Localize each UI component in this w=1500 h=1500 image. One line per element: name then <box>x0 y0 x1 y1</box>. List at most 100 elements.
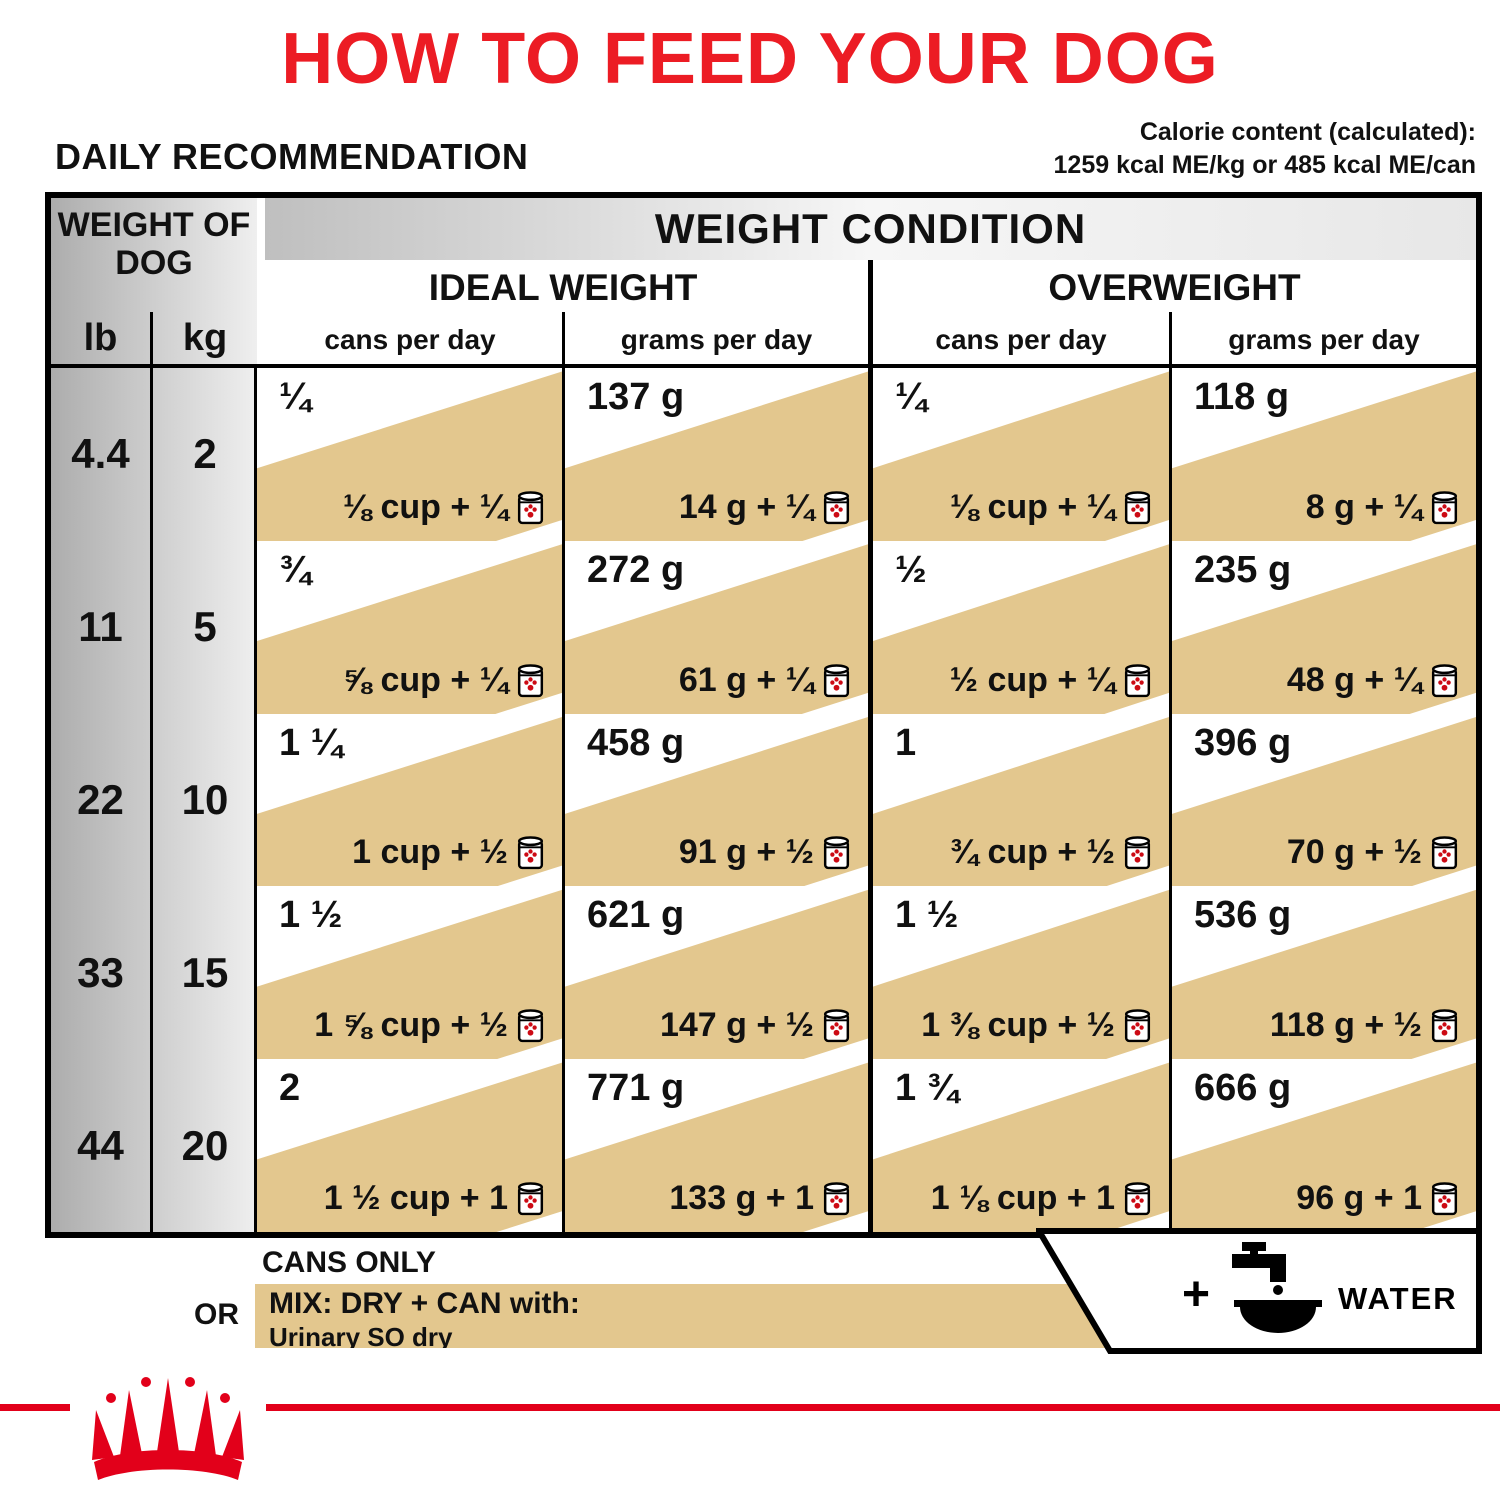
weight-kg-value: 15 <box>181 948 229 996</box>
feeding-cell: 118 g 8 g + ¼ <box>1172 368 1476 541</box>
mix-amount: 70 g + ½ <box>1286 833 1422 872</box>
weight-lb-value: 4.4 <box>71 430 130 478</box>
cans-only-value: 458 g <box>587 721 685 764</box>
overweight-columns-divider-line <box>1169 312 1172 1232</box>
mix-amount: 1 ⅝ cup + ½ <box>314 1006 508 1045</box>
mix-amount: 48 g + ¼ <box>1286 660 1422 699</box>
mix-value: 1 ½ cup + 1 <box>324 1179 544 1218</box>
cans-only-value: 137 g <box>587 376 685 418</box>
mix-amount: 133 g + 1 <box>669 1178 814 1217</box>
brand-red-line <box>0 1404 1500 1411</box>
water-label: WATER <box>1338 1281 1458 1316</box>
mix-value: 70 g + ½ <box>1287 833 1458 872</box>
weight-of-dog-header: WEIGHT OF DOG <box>57 206 251 283</box>
cans-only-value: 272 g <box>587 548 685 591</box>
mix-value: 1 ⅝ cup + ½ <box>314 1006 544 1045</box>
weight-column-background <box>51 198 257 1232</box>
overweight-grams-per-day-header: grams per day <box>1228 324 1420 355</box>
feeding-table: WEIGHT CONDITION WEIGHT OF DOG IDEAL WEI… <box>45 192 1482 1238</box>
cans-only-value: 2 <box>279 1067 301 1110</box>
mix-value: 118 g + ½ <box>1270 1006 1458 1045</box>
mix-amount: 1 ⅛ cup + 1 <box>930 1178 1115 1217</box>
mix-amount: 147 g + ½ <box>659 1006 814 1045</box>
ideal-weight-header: IDEAL WEIGHT <box>428 267 698 308</box>
cans-only-value: 235 g <box>1194 548 1292 591</box>
cans-only-value: ¼ <box>895 376 927 418</box>
calorie-line-1: Calorie content (calculated): <box>1139 118 1476 146</box>
feeding-cell: ½ ½ cup + ¼ <box>873 541 1169 714</box>
mix-value: 96 g + 1 <box>1296 1179 1458 1218</box>
cans-only-value: 1 <box>895 721 917 764</box>
mix-amount: ⅛ cup + ¼ <box>949 487 1115 526</box>
mix-value: ⅛ cup + ¼ <box>343 488 544 527</box>
cans-only-value: 396 g <box>1194 721 1292 764</box>
feeding-cell: 235 g 48 g + ¼ <box>1172 541 1476 714</box>
cans-only-value: ½ <box>895 548 927 591</box>
mix-amount: ¾ cup + ½ <box>949 833 1115 872</box>
can-icon <box>517 1182 544 1216</box>
page-title: HOW TO FEED YOUR DOG <box>281 19 1219 99</box>
feeding-cell: 458 g 91 g + ½ <box>565 714 868 887</box>
feeding-cell: 2 1 ½ cup + 1 <box>257 1059 562 1232</box>
can-icon <box>823 1009 850 1043</box>
weight-lb-value: 33 <box>77 948 124 996</box>
feeding-cell: 621 g 147 g + ½ <box>565 886 868 1060</box>
feeding-cell: 666 g 96 g + 1 <box>1172 1059 1476 1232</box>
can-icon <box>823 836 850 870</box>
cans-only-value: 771 g <box>587 1067 685 1110</box>
mix-value: 1 cup + ½ <box>352 833 544 872</box>
mix-value: 8 g + ¼ <box>1306 488 1458 527</box>
feeding-cell: 1 ½ 1 ⅜ cup + ½ <box>873 886 1169 1060</box>
mix-product-label: Urinary SO dry <box>269 1322 453 1352</box>
can-icon <box>1124 491 1151 524</box>
weight-lb-value: 22 <box>77 775 124 823</box>
unit-lb-header: lb <box>83 316 118 359</box>
weight-lb-value: 11 <box>78 603 123 651</box>
cans-only-value: 666 g <box>1194 1067 1292 1110</box>
unit-kg-header: kg <box>182 316 228 359</box>
ideal-cans-per-day-header: cans per day <box>324 324 496 355</box>
or-label: OR <box>194 1298 239 1331</box>
mix-value: 91 g + ½ <box>679 833 850 872</box>
calorie-line-2: 1259 kcal ME/kg or 485 kcal ME/can <box>1053 150 1476 179</box>
can-icon <box>1124 836 1151 870</box>
mix-amount: ⅛ cup + ¼ <box>342 487 508 526</box>
feeding-cell: ¼ ⅛ cup + ¼ <box>257 368 562 541</box>
mix-amount: 118 g + ½ <box>1269 1006 1422 1045</box>
weight-data-divider-line <box>254 364 257 1232</box>
water-callout: + WATER <box>1036 1228 1482 1354</box>
feeding-cell: 1 ½ 1 ⅝ cup + ½ <box>257 886 562 1060</box>
water-box-outline <box>1036 1228 1482 1354</box>
can-icon <box>1431 491 1458 524</box>
faucet-and-bowl-icon <box>1232 1242 1322 1333</box>
can-icon <box>1124 663 1151 697</box>
cans-only-legend-label: CANS ONLY <box>262 1246 436 1279</box>
can-icon <box>1431 1182 1458 1216</box>
calorie-content: Calorie content (calculated): 1259 kcal … <box>1054 116 1476 181</box>
mix-legend-band: MIX: DRY + CAN with: Urinary SO dry <box>255 1284 1139 1348</box>
overweight-cans-per-day-header: cans per day <box>935 324 1107 355</box>
can-icon <box>823 1182 850 1216</box>
mix-amount: 14 g + ¼ <box>678 487 814 526</box>
feeding-cell: ¼ ⅛ cup + ¼ <box>873 368 1169 541</box>
ideal-grams-per-day-header: grams per day <box>620 324 813 355</box>
feeding-cell: 536 g 118 g + ½ <box>1172 886 1476 1060</box>
mix-value: ½ cup + ¼ <box>950 661 1151 700</box>
cans-only-value: ¼ <box>279 376 311 418</box>
cans-only-value: 536 g <box>1194 894 1292 937</box>
can-icon <box>517 663 544 697</box>
mix-amount: 91 g + ½ <box>678 833 814 872</box>
can-icon <box>1431 836 1458 870</box>
mix-value: 1 ⅛ cup + 1 <box>931 1179 1151 1218</box>
header-divider-line <box>51 364 1476 368</box>
weight-condition-header: WEIGHT CONDITION <box>265 198 1476 260</box>
cans-only-value: 1 ¾ <box>895 1067 959 1110</box>
feeding-cell: ¾ ⅝ cup + ¼ <box>257 541 562 714</box>
mix-value: 133 g + 1 <box>669 1179 850 1218</box>
can-icon <box>517 836 544 870</box>
mix-value: 147 g + ½ <box>660 1006 850 1045</box>
feeding-cell: 1 ¾ cup + ½ <box>873 714 1169 887</box>
mix-amount: ⅝ cup + ¼ <box>342 660 508 699</box>
plus-sign: + <box>1182 1268 1210 1321</box>
ideal-columns-divider-line <box>562 312 565 1232</box>
